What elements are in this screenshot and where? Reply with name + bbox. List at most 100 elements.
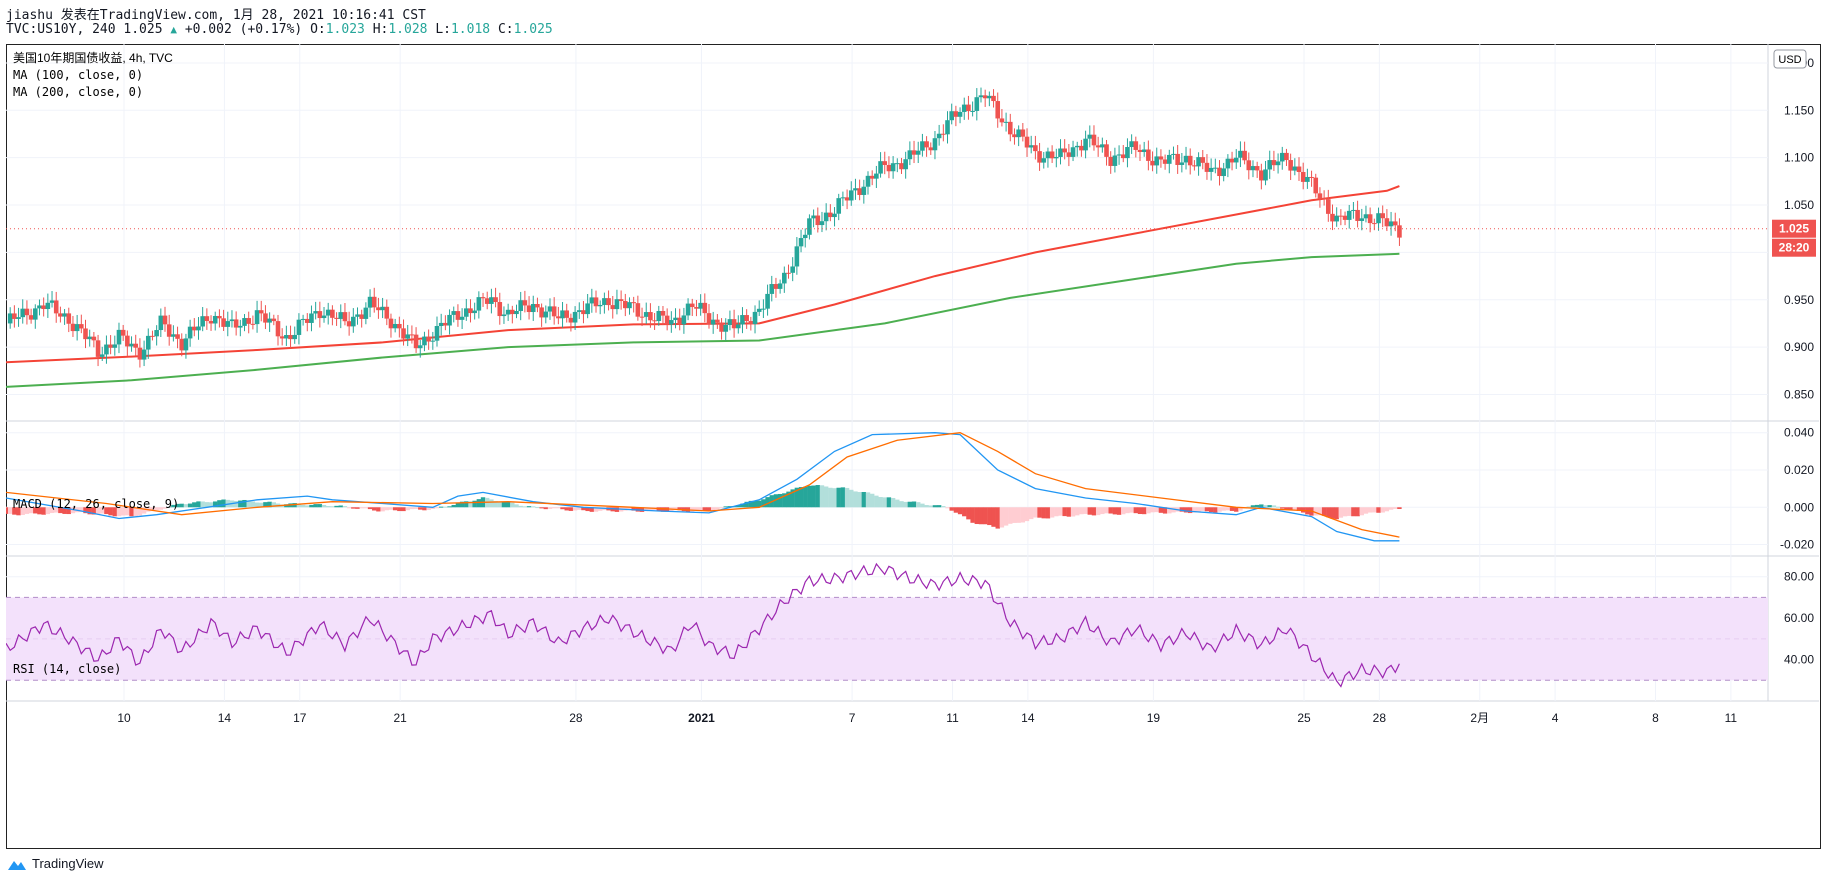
candle-body [869,175,875,179]
macd-histogram-bar [33,507,38,514]
candle-body [1095,145,1101,148]
candle-body [1351,209,1356,211]
candle-body [455,311,461,320]
macd-histogram-bar [70,507,76,514]
macd-histogram-bar [405,507,410,511]
candle-body [535,304,540,308]
candle-body [154,330,159,337]
candle-body [920,141,925,151]
macd-histogram-bar [1104,507,1109,514]
macd-histogram-bar [104,507,109,515]
candle-body [1179,162,1185,165]
macd-histogram-bar [175,503,180,508]
macd-histogram-bar [794,487,800,508]
candle-body [551,306,557,317]
candle-body [83,328,88,340]
macd-histogram-bar [991,507,996,527]
macd-histogram-bar [1326,507,1331,518]
macd-histogram-bar [204,502,210,508]
macd-histogram-bar [296,503,302,508]
candle-body [422,336,427,346]
candle-body [526,305,532,313]
candle-body [472,310,477,314]
candle-body [669,320,674,325]
rsi-line [6,562,1400,688]
candle-body [321,315,327,319]
candle-body [878,161,883,174]
macd-histogram-bar [1238,507,1243,511]
macd-histogram-bar [451,504,456,508]
macd-histogram-bar [1137,507,1143,515]
macd-histogram-bar [874,495,879,508]
candle-body [1250,166,1256,171]
macd-histogram-bar [28,507,34,514]
macd-histogram-bar [924,505,929,508]
macd-histogram-bar [819,485,825,508]
macd-histogram-bar [384,507,389,511]
macd-histogram-bar [1300,507,1306,513]
candle-body [828,212,833,218]
candle-body [438,322,444,327]
candle-body [1100,144,1105,148]
macd-histogram-bar [242,499,247,508]
time-tick-label: 7 [849,711,856,725]
macd-histogram-bar [1162,507,1168,514]
macd-histogram-bar [648,507,653,511]
macd-histogram-bar [560,507,565,510]
candle-body [1267,160,1273,170]
macd-histogram-bar [346,507,352,509]
candle-body [1033,145,1038,152]
rsi-series [6,562,1400,688]
candle-body [514,311,519,315]
candle-body [815,215,821,226]
macd-histogram-bar [1058,507,1063,516]
macd-histogram-bar [644,507,649,512]
candle-body [28,315,34,320]
macd-histogram-bar [91,507,97,515]
currency-button[interactable]: USD [1773,49,1807,69]
candle-body [861,186,867,195]
chart-canvas[interactable]: 10 14 17 21 28 2021 7 11 14 19 25 28 2月 4 8 11 0.850 0.90… [6,44,1821,849]
candle-body [246,318,252,324]
macd-histogram-bar [129,507,134,517]
candle-body [288,335,293,340]
macd-histogram-bar [79,507,84,513]
candle-body [1146,149,1151,161]
candle-body [74,324,80,332]
candle-body [752,311,758,325]
macd-histogram-bar [1062,507,1067,517]
macd-histogram-bar [505,501,511,508]
candle-body [593,297,599,307]
candle-body [405,334,411,339]
candle-body [685,303,691,316]
candle-body [648,312,653,321]
candle-body [564,310,570,318]
macd-histogram-bar [978,507,984,525]
macd-histogram-bar [719,507,724,509]
candle-body [1271,160,1277,166]
macd-histogram-bar [890,497,896,508]
macd-histogram-bar [338,505,343,508]
candle-body [99,354,105,357]
candle-body [363,307,369,319]
macd-histogram-bar [1054,507,1059,517]
macd-histogram-bar [1288,507,1293,511]
candle-body [627,302,632,309]
macd-histogram-bar [1317,507,1323,516]
macd-histogram-bar [1075,507,1080,516]
time-tick-label: 10 [117,711,131,725]
candle-body [1346,210,1352,220]
macd-histogram-bar [715,507,720,510]
candle-body [556,316,561,319]
macd-histogram-bar [1079,507,1084,515]
macd-histogram-bar [518,505,523,508]
candle-body [539,307,544,318]
time-tick-label: 17 [293,711,307,725]
candle-body [836,198,842,214]
macd-histogram-bar [903,501,908,508]
candle-body [903,159,908,170]
macd-histogram-bar [1066,507,1072,517]
candle-body [652,320,657,322]
candle-body [468,308,473,314]
tradingview-logo[interactable]: TradingView [6,856,104,871]
